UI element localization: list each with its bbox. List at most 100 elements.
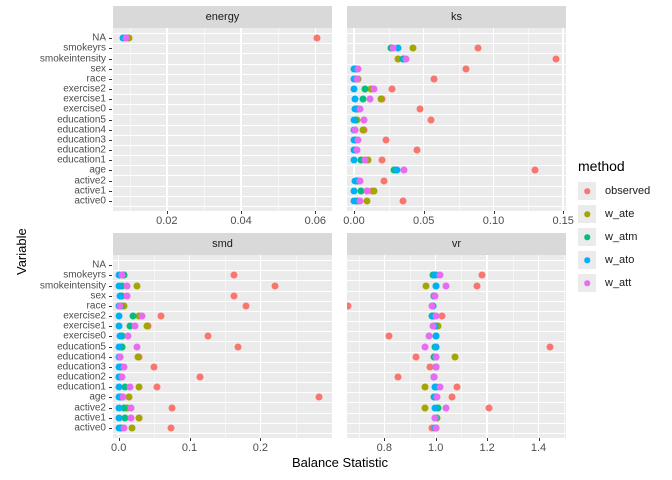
point-smd-education1-w_att <box>126 383 134 391</box>
gridline-horizontal <box>347 321 566 323</box>
point-vr-education1-w_att <box>436 383 444 391</box>
y-category-label: exercise0 <box>63 103 106 115</box>
gridline-horizontal <box>113 300 332 302</box>
point-smd-age-observed <box>315 393 323 401</box>
gridline-major <box>259 255 262 438</box>
point-smd-active2-w_atm <box>120 404 128 411</box>
point-smd-active2-observed <box>168 404 176 411</box>
point-smd-smokeyrs-observed <box>230 271 237 279</box>
gridline-horizontal <box>347 205 566 207</box>
gridline-horizontal <box>113 63 332 65</box>
point-ks-active1-w_att <box>363 187 370 195</box>
point-smd-active1-w_atm <box>121 414 129 422</box>
y-category-label: exercise1 <box>63 93 106 105</box>
y-tick-mark <box>109 397 112 399</box>
x-tick-mark <box>487 438 489 441</box>
gridline-minor <box>225 255 226 438</box>
gridline-horizontal <box>113 33 332 35</box>
point-vr-active0-w_att <box>432 424 440 432</box>
legend-title: method <box>578 158 625 174</box>
point-vr-active2-w_ato <box>431 404 439 411</box>
facet-panel-smd <box>113 255 332 438</box>
y-category-label: active0 <box>74 195 106 207</box>
point-smd-race-w_ate <box>120 302 128 310</box>
y-tick-mark <box>109 387 112 389</box>
gridline-horizontal <box>113 94 332 96</box>
point-smd-active1-w_ate <box>135 414 142 422</box>
gridline-horizontal <box>347 270 566 272</box>
y-tick-mark <box>109 305 112 307</box>
point-smd-exercise0-w_att <box>124 332 131 340</box>
legend: method observed w_ate w_atm w_ato w_att <box>578 158 650 297</box>
point-smd-exercise2-w_ate <box>135 312 142 320</box>
y-category-label: education1 <box>57 381 106 393</box>
gridline-horizontal <box>347 94 566 96</box>
legend-dot-w_att <box>584 280 590 286</box>
x-tick-label: 0.02 <box>156 215 178 227</box>
point-vr-exercise2-observed <box>438 312 446 320</box>
gridline-horizontal <box>347 83 566 85</box>
x-tick-mark <box>241 211 243 214</box>
point-ks-smokeyrs-w_att <box>389 44 397 52</box>
point-vr-education5-observed <box>546 343 554 350</box>
facet-panel-ks <box>347 28 566 211</box>
point-smd-exercise2-w_atm <box>129 312 136 320</box>
x-tick-mark <box>354 211 355 214</box>
legend-label: w_atm <box>605 231 638 243</box>
y-category-label: NA <box>92 259 106 271</box>
gridline-minor <box>203 28 205 211</box>
gridline-horizontal <box>113 53 332 55</box>
y-tick-mark <box>109 346 112 348</box>
point-ks-exercise2-w_atm <box>361 85 369 93</box>
x-tick-label: 0.00 <box>343 215 365 227</box>
gridline-horizontal <box>113 114 332 116</box>
y-category-label: active1 <box>74 185 106 197</box>
x-tick-mark <box>189 438 191 441</box>
point-ks-education5-w_att <box>360 116 368 123</box>
point-ks-active2-w_ato <box>351 177 359 184</box>
x-tick-mark <box>166 211 168 214</box>
point-ks-smokeyrs-observed <box>474 44 482 52</box>
point-ks-exercise2-observed <box>388 85 396 93</box>
gridline-horizontal <box>113 144 332 146</box>
point-smd-education1-w_atm <box>121 383 129 391</box>
point-ks-exercise0-observed <box>416 105 424 113</box>
point-vr-active2-w_att <box>442 404 450 411</box>
point-energy-NA-observed <box>313 34 321 42</box>
y-tick-mark <box>109 326 112 328</box>
legend-swatch <box>578 228 596 246</box>
gridline-horizontal <box>113 422 332 424</box>
gridline-horizontal <box>347 155 566 157</box>
point-vr-education2-w_att <box>430 373 438 381</box>
gridline-horizontal <box>113 290 332 292</box>
y-tick-mark <box>109 78 112 80</box>
point-ks-age-w_att <box>400 166 407 174</box>
legend-label: w_ate <box>605 208 635 220</box>
legend-swatch <box>578 251 596 269</box>
legend-key-w_att: w_att <box>578 274 650 292</box>
y-tick-mark <box>109 180 112 182</box>
facet-strip-vr: vr <box>347 233 566 255</box>
y-tick-mark <box>109 129 112 131</box>
x-axis-title: Balance Statistic <box>291 455 389 470</box>
point-ks-active0-w_ato <box>350 197 358 205</box>
y-tick-mark <box>109 89 112 90</box>
point-ks-exercise1-w_att <box>366 95 374 103</box>
gridline-horizontal <box>347 53 566 55</box>
y-tick-mark <box>109 366 112 368</box>
point-ks-smokeintensity-observed <box>552 55 560 62</box>
point-smd-education3-w_att <box>120 363 128 371</box>
y-tick-mark <box>109 336 112 338</box>
x-tick-mark <box>315 211 317 214</box>
point-vr-smokeyrs-w_att <box>436 271 444 279</box>
y-tick-mark <box>109 407 112 409</box>
y-category-label: education2 <box>57 371 106 383</box>
point-vr-education5-w_att <box>421 343 429 350</box>
y-tick-mark <box>109 417 112 419</box>
gridline-horizontal <box>347 165 566 167</box>
point-ks-active2-observed <box>380 177 388 184</box>
point-ks-education5-w_ato <box>350 116 358 123</box>
gridline-minor <box>295 255 297 438</box>
point-smd-exercise1-w_ate <box>143 322 151 330</box>
point-smd-exercise0-observed <box>204 332 212 340</box>
